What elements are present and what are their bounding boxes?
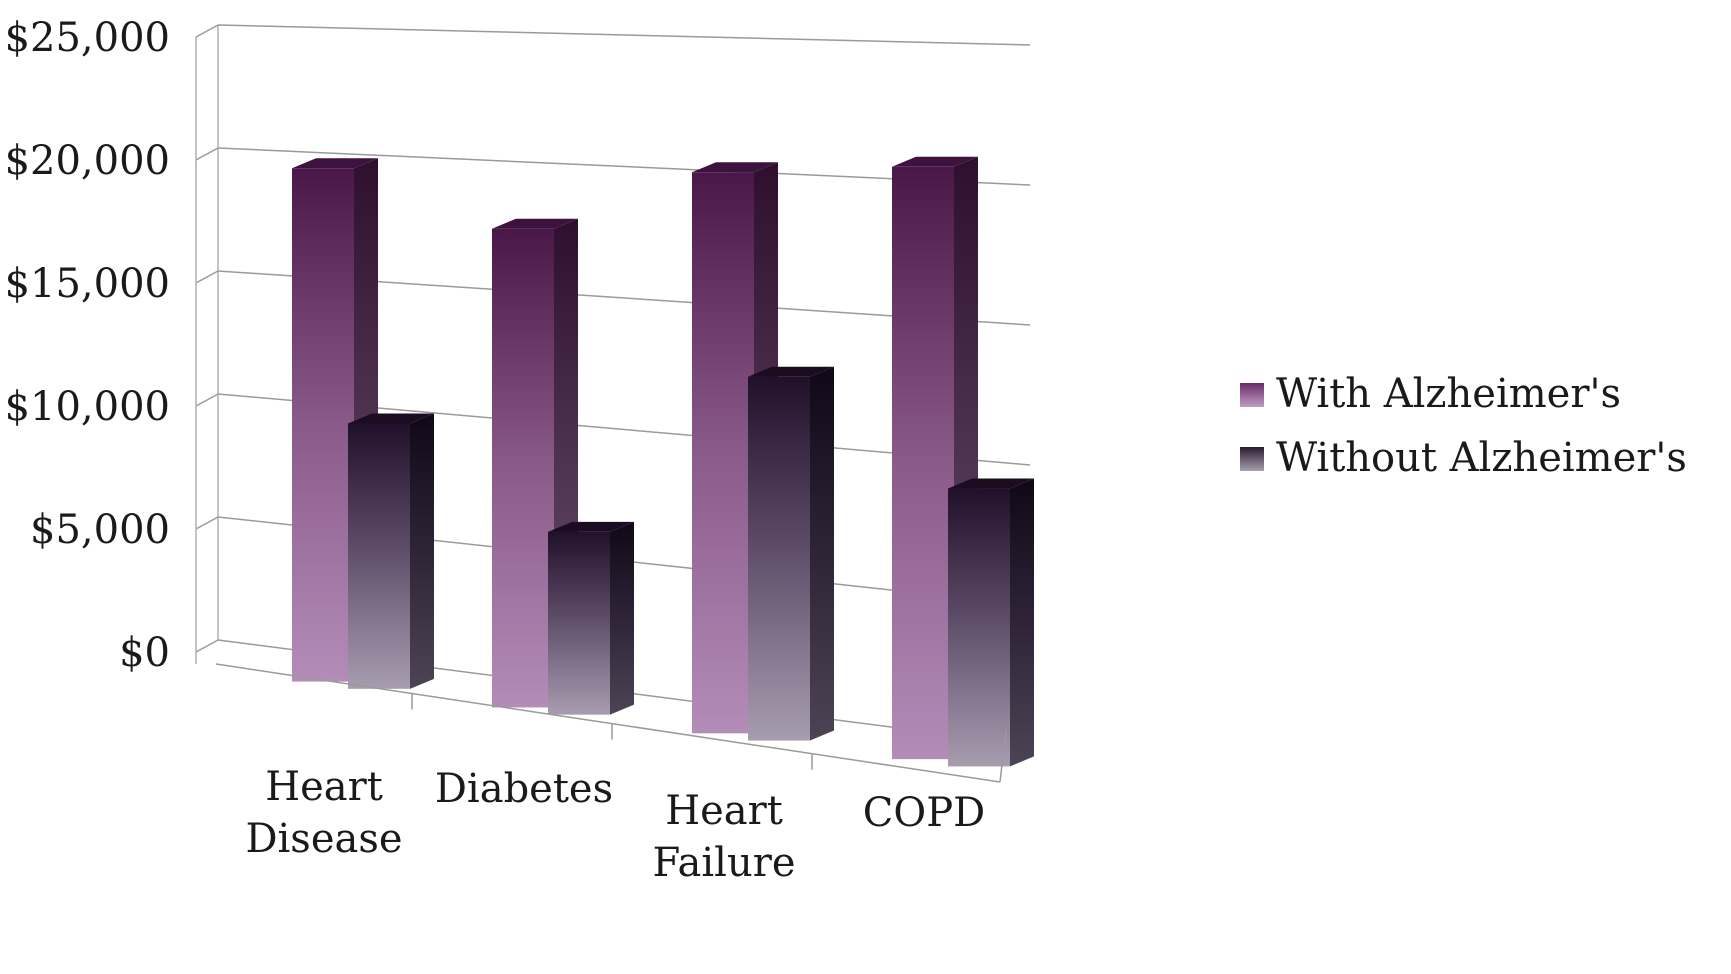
y-tick-label: $20,000 (5, 138, 170, 184)
y-tick-label: $25,000 (5, 15, 170, 61)
bar-front (492, 228, 554, 708)
bar-top (948, 478, 1034, 489)
bar-front (348, 423, 410, 689)
bar-top (692, 162, 778, 173)
legend-swatch (1240, 383, 1264, 407)
bar (548, 521, 634, 715)
bar-front (748, 376, 810, 741)
bar-side (1010, 478, 1034, 767)
gridline-side (195, 516, 219, 530)
bar (948, 478, 1034, 767)
x-tick-label: Heart (665, 788, 783, 834)
y-tick-label: $15,000 (5, 261, 170, 307)
y-tick-label: $0 (119, 630, 170, 676)
bar-top (892, 156, 978, 167)
gridline-side (195, 147, 219, 161)
y-tick-label: $10,000 (5, 384, 170, 430)
legend: With Alzheimer's Without Alzheimer's (1240, 371, 1687, 481)
x-tick-label: Failure (652, 840, 795, 886)
x-tick-label: Heart (265, 764, 383, 810)
legend-label: Without Alzheimer's (1276, 435, 1687, 481)
bar-side (810, 366, 834, 741)
legend-item: With Alzheimer's (1240, 371, 1621, 417)
bar-front (892, 166, 954, 760)
gridline (217, 24, 1031, 46)
gridline-side (195, 270, 219, 284)
gridline-side (195, 24, 219, 38)
bar-side (410, 413, 434, 689)
x-tick-label: COPD (863, 790, 985, 836)
bar (748, 366, 834, 741)
floor-right-edge (999, 729, 1007, 783)
bar-front (692, 172, 754, 734)
legend-swatch (1240, 447, 1264, 471)
bar-top (748, 366, 834, 377)
x-axis-line (215, 663, 1001, 783)
bar-front (948, 488, 1010, 767)
x-tick-label: Diabetes (435, 766, 613, 812)
legend-item: Without Alzheimer's (1240, 435, 1687, 481)
bar-top (548, 521, 634, 532)
bar-front (292, 168, 354, 682)
bar-side (610, 521, 634, 715)
y-tick-label: $5,000 (30, 507, 170, 553)
legend-label: With Alzheimer's (1276, 371, 1621, 417)
bar-top (492, 218, 578, 229)
y-axis: $0 $5,000 $10,000 $15,000 $20,000 $25,000 (5, 15, 197, 676)
x-axis: Heart Disease Diabetes Heart Failure COPD (215, 663, 1007, 886)
bar (348, 413, 434, 689)
gridline-side (195, 393, 219, 407)
bar-top (292, 158, 378, 169)
bar-front (548, 531, 610, 715)
bar-top (348, 413, 434, 424)
bars-layer (292, 156, 1034, 767)
x-tick-label: Disease (245, 816, 402, 862)
gridline-side (195, 639, 219, 653)
